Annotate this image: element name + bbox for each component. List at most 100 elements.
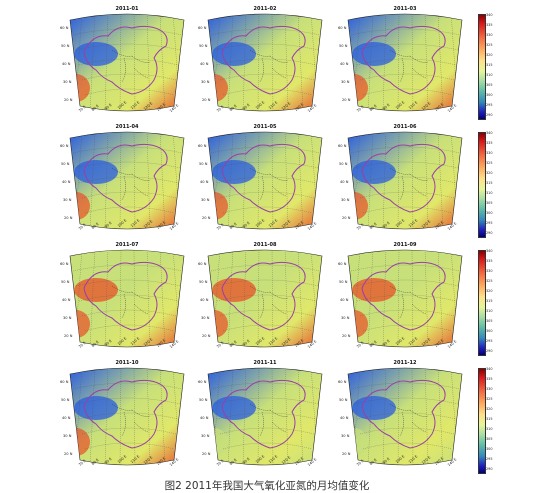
colorbar-tick: 335 <box>486 23 493 27</box>
map-title: 2011-05 <box>253 124 277 130</box>
lat-label: 20 N <box>64 216 73 220</box>
map-canvas <box>69 13 185 112</box>
map-field <box>347 13 463 112</box>
colorbar-tick: 295 <box>486 221 493 225</box>
plateau-anomaly <box>352 396 396 420</box>
colorbar-tick: 325 <box>486 161 493 165</box>
province-line <box>389 403 411 411</box>
colorbar-tick: 310 <box>486 427 493 431</box>
lat-label: 50 N <box>199 280 208 284</box>
map-canvas <box>347 13 463 112</box>
province-line <box>399 175 404 201</box>
province-line <box>249 167 271 175</box>
colorbar-tick: 310 <box>486 309 493 313</box>
province-line <box>259 293 264 319</box>
map-canvas <box>207 131 323 230</box>
lat-label: 30 N <box>341 198 350 202</box>
colorbar: 340 335 330 325 320 315 310 305 300 295 290 <box>478 367 492 474</box>
colorbar-tick: 335 <box>486 377 493 381</box>
lat-label: 50 N <box>339 280 348 284</box>
map-field <box>207 13 323 112</box>
national-border <box>361 379 446 449</box>
lat-label: 60 N <box>198 26 207 30</box>
figure-caption: 图2 2011年我国大气氧化亚氮的月均值变化 <box>164 480 370 492</box>
plateau-anomaly <box>212 160 256 184</box>
colorbar-tick: 325 <box>486 397 493 401</box>
map-canvas <box>347 249 463 348</box>
lat-label: 50 N <box>61 398 70 402</box>
colorbar-gradient <box>478 14 486 120</box>
province-line <box>269 291 289 299</box>
lat-label: 40 N <box>62 298 71 302</box>
colorbar-tick: 335 <box>486 259 493 263</box>
map-field <box>69 249 185 348</box>
province-line <box>271 421 287 433</box>
plateau-anomaly <box>74 160 118 184</box>
province-line <box>133 67 149 79</box>
lat-label: 30 N <box>201 434 210 438</box>
lat-label: 40 N <box>200 180 209 184</box>
colorbar-tick: 290 <box>486 349 493 353</box>
lat-label: 30 N <box>341 316 350 320</box>
lat-label: 40 N <box>340 62 349 66</box>
lat-label: 30 N <box>201 80 210 84</box>
national-border <box>83 261 168 331</box>
lat-label: 30 N <box>63 316 72 320</box>
lat-label: 30 N <box>341 80 350 84</box>
province-line <box>411 303 427 315</box>
plateau-anomaly <box>352 160 396 184</box>
lat-label: 40 N <box>62 416 71 420</box>
province-line <box>411 185 427 197</box>
province-line <box>111 167 133 175</box>
lat-label: 30 N <box>63 434 72 438</box>
colorbar-tick: 335 <box>486 141 493 145</box>
colorbar-tick: 305 <box>486 437 493 441</box>
province-line <box>131 291 151 299</box>
province-line <box>411 67 427 79</box>
province-line <box>249 403 271 411</box>
colorbar-tick: 295 <box>486 339 493 343</box>
lat-label: 60 N <box>60 144 69 148</box>
province-line <box>131 173 151 181</box>
province-line <box>259 175 264 201</box>
colorbar-tick: 310 <box>486 73 493 77</box>
colorbar-tick: 330 <box>486 151 493 155</box>
map-field <box>69 367 185 466</box>
province-line <box>411 421 427 433</box>
province-line <box>389 49 411 57</box>
lat-label: 20 N <box>342 452 351 456</box>
lat-label: 50 N <box>199 44 208 48</box>
colorbar: 340 335 330 325 320 315 310 305 300 295 290 <box>478 131 492 238</box>
lat-label: 40 N <box>62 180 71 184</box>
map-title: 2011-01 <box>115 6 139 12</box>
national-border <box>83 143 168 213</box>
lat-label: 40 N <box>200 62 209 66</box>
colorbar-tick: 340 <box>486 13 493 17</box>
colorbar-tick: 290 <box>486 231 493 235</box>
map-field <box>207 131 323 230</box>
map-field <box>207 249 323 348</box>
lat-label: 50 N <box>199 162 208 166</box>
lat-label: 60 N <box>338 262 347 266</box>
province-line <box>389 285 411 293</box>
lat-label: 60 N <box>198 380 207 384</box>
province-line <box>399 411 404 437</box>
plateau-anomaly <box>212 396 256 420</box>
lat-label: 60 N <box>60 380 69 384</box>
colorbar-tick: 305 <box>486 201 493 205</box>
lat-label: 40 N <box>340 180 349 184</box>
plateau-anomaly <box>212 42 256 66</box>
lat-label: 30 N <box>341 434 350 438</box>
map-title: 2011-10 <box>115 360 139 366</box>
province-line <box>269 173 289 181</box>
lat-label: 60 N <box>338 26 347 30</box>
colorbar-tick: 295 <box>486 457 493 461</box>
lat-label: 50 N <box>339 162 348 166</box>
province-line <box>389 167 411 175</box>
map-title: 2011-06 <box>393 124 417 130</box>
lat-label: 40 N <box>340 416 349 420</box>
national-border <box>221 143 306 213</box>
